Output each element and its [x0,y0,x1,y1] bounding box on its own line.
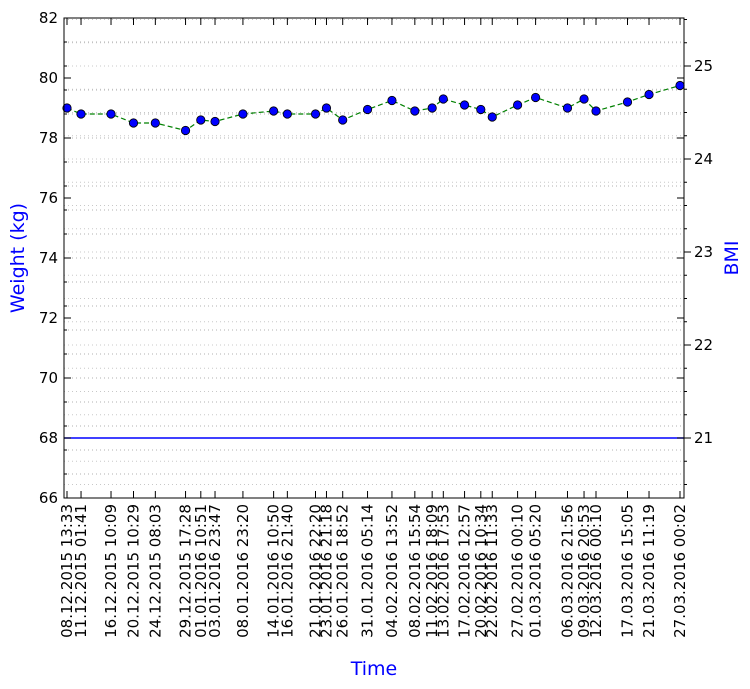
data-point [269,106,279,116]
y2-tick-label: 25 [694,57,713,75]
data-point [487,112,497,122]
x-tick-label: 17.03.2016 15:05 [618,504,636,638]
x-tick-label: 11.02.2016 18:09 [423,504,441,638]
x-tick-label: 08.01.2016 23:20 [234,504,252,638]
data-point [427,103,437,113]
x-tick-label: 26.01.2016 18:52 [334,504,352,638]
x-tick-label: 04.02.2016 13:52 [383,504,401,638]
data-point [76,109,86,119]
x-tick-label: 08.02.2016 15:54 [406,504,424,638]
data-point [579,94,589,104]
data-point [106,109,116,119]
x-axis-label: Time [350,658,398,680]
y-tick-label: 76 [39,189,58,207]
data-point [62,103,72,113]
x-tick-label: 22.02.2016 11:33 [483,504,501,638]
x-tick-label: 17.02.2016 12:57 [456,504,474,638]
data-point [282,109,292,119]
x-tick-label: 12.03.2016 00:10 [587,504,605,638]
x-tick-label: 21.01.2016 22:20 [307,504,325,638]
y-tick-label: 68 [39,429,58,447]
weight-axis: 66 68 70 72 74 76 78 80 82 [39,9,684,507]
y2-tick-label: 23 [694,243,713,261]
data-point [180,125,191,136]
x-tick-label: 13.02.2016 17:53 [434,504,452,638]
data-point [622,97,633,107]
data-point [531,92,541,103]
x-tick-label: 14.01.2016 10:50 [265,504,283,638]
y2-tick-label: 24 [694,150,713,168]
x-tick-label: 29.12.2015 17:28 [177,504,195,638]
grid-lines [64,19,684,485]
data-point [321,103,332,113]
data-point [410,106,420,116]
x-tick-label: 16.01.2016 21:40 [278,504,296,638]
data-point [238,109,248,119]
x-tick-label: 21.03.2016 11:19 [640,504,658,638]
x-tick-label: 06.03.2016 21:56 [558,504,576,638]
bmi-axis: 21 22 23 24 25 [684,19,713,485]
data-point [196,115,206,125]
y-tick-label: 72 [39,309,58,327]
data-point [387,95,397,106]
x-tick-label: 23.01.2016 21:18 [317,504,335,638]
y-tick-label: 74 [39,249,58,267]
y2-tick-label: 22 [694,336,713,354]
x-tick-label: 20.02.2016 10:34 [472,504,490,638]
x-tick-label: 01.01.2016 10:51 [192,504,210,638]
data-point [459,100,470,110]
data-point [150,118,160,128]
x-tick-label: 03.01.2016 23:47 [206,504,224,638]
y-axis-label: Weight (kg) [7,203,29,313]
data-point [338,115,348,125]
x-tick-label: 08.12.2015 13:33 [58,504,76,638]
data-point [210,116,220,127]
data-point [675,80,685,91]
data-point [310,109,321,119]
data-point [512,100,523,110]
y2-axis-label: BMI [721,240,743,275]
x-tick-label: 31.01.2016 05:14 [359,504,377,638]
y-tick-label: 82 [39,9,58,27]
x-tick-label: 24.12.2015 08:03 [146,504,164,638]
x-tick-label: 27.02.2016 00:10 [509,504,527,638]
y2-tick-label: 21 [694,429,713,447]
data-point [644,89,654,100]
x-tick-label: 16.12.2015 10:09 [102,504,120,638]
x-tick-label: 27.03.2016 00:02 [671,504,689,638]
data-point [562,103,573,113]
data-point [476,104,486,115]
x-tick-label: 11.12.2015 01:41 [72,504,90,638]
x-tick-label: 01.03.2016 05:20 [527,504,545,638]
weight-series [62,80,685,136]
data-point [591,106,601,116]
x-tick-label: 09.03.2016 20:53 [575,504,593,638]
y-tick-label: 78 [39,129,58,147]
x-tick-label: 20.12.2015 10:29 [125,504,143,638]
data-point [438,94,448,104]
data-point [128,118,139,128]
y-tick-label: 80 [39,69,58,87]
y-tick-label: 70 [39,369,58,387]
data-point [362,104,373,115]
y-tick-label: 66 [39,489,58,507]
